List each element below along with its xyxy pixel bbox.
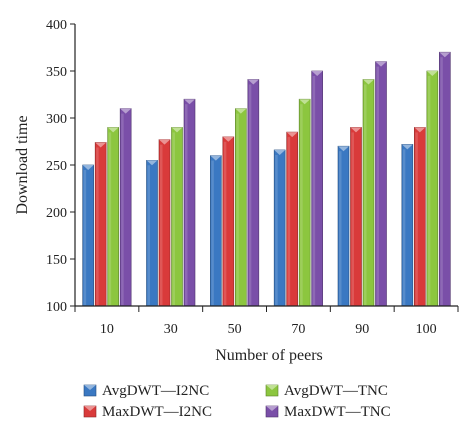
bar-cap xyxy=(401,144,413,150)
bar-highlight xyxy=(402,149,406,305)
bar-highlight xyxy=(121,113,124,305)
bar-highlight xyxy=(427,76,431,305)
y-tick-label: 200 xyxy=(46,206,67,221)
bar-cap xyxy=(363,79,374,85)
bar-highlight xyxy=(211,160,214,305)
bar-highlight xyxy=(275,154,278,305)
bar-highlight xyxy=(364,84,367,306)
bar-cap xyxy=(107,127,119,133)
bar-highlight xyxy=(108,132,112,305)
bar-cap xyxy=(274,149,286,155)
bar-cap xyxy=(120,108,132,114)
bar-highlight xyxy=(248,84,252,306)
legend-label: AvgDWT—TNC xyxy=(284,383,388,399)
bar-cap xyxy=(184,99,195,105)
bar-cap xyxy=(210,155,222,161)
y-tick-label: 150 xyxy=(46,253,67,268)
y-tick-label: 400 xyxy=(46,18,67,33)
y-axis-ticks: 100 150 200 250 300 350 400 xyxy=(46,18,75,315)
legend: AvgDWT—I2NC AvgDWT—TNC MaxDWT—I2NC MaxDWT—T… xyxy=(83,383,391,420)
legend-swatch-cap xyxy=(84,385,96,390)
bar-highlight xyxy=(160,144,163,305)
plot-frame xyxy=(74,24,458,307)
bar-cap xyxy=(426,71,438,76)
bar-cap xyxy=(222,136,234,142)
bar-cap xyxy=(146,160,158,166)
bar-highlight xyxy=(236,113,239,305)
bar-highlight xyxy=(287,137,291,305)
bar-cap xyxy=(235,108,247,114)
legend-label: MaxDWT—TNC xyxy=(284,404,391,420)
bar-highlight xyxy=(440,57,443,306)
bar-cap xyxy=(311,71,323,76)
x-tick-label: 90 xyxy=(355,322,369,337)
bar-highlight xyxy=(185,104,188,305)
bar-highlight xyxy=(172,132,175,305)
x-tick-label: 30 xyxy=(164,322,178,337)
x-tick-label: 100 xyxy=(416,322,437,337)
bar-cap xyxy=(95,142,107,148)
bar-highlight xyxy=(223,141,227,305)
bar-highlight xyxy=(415,132,418,305)
bar-cap xyxy=(299,99,311,105)
legend-label: MaxDWT—I2NC xyxy=(102,404,212,420)
x-tick-label: 50 xyxy=(228,322,242,337)
x-axis-ticks: 10 30 50 70 90 100 xyxy=(74,306,459,337)
bar-cap xyxy=(286,132,298,138)
legend-swatch-cap xyxy=(84,406,96,411)
legend-swatch-cap xyxy=(266,385,278,390)
x-tick-label: 10 xyxy=(100,322,114,337)
bar-cap xyxy=(414,127,426,133)
bar-highlight xyxy=(147,165,150,305)
y-tick-label: 300 xyxy=(46,112,67,127)
legend-label: AvgDWT—I2NC xyxy=(102,383,209,399)
bar-highlight xyxy=(96,147,99,305)
bar-cap xyxy=(171,127,183,133)
y-axis-title: Download time xyxy=(14,115,31,214)
bar-highlight xyxy=(351,132,354,305)
y-tick-label: 350 xyxy=(46,65,67,80)
bar-highlight xyxy=(312,76,316,305)
bar-cap xyxy=(247,79,259,85)
bar-cap xyxy=(375,61,387,67)
bar-highlight xyxy=(376,66,379,305)
bars xyxy=(82,51,451,307)
bar-cap xyxy=(338,146,349,152)
bar-cap xyxy=(350,127,362,133)
x-axis-title: Number of peers xyxy=(215,347,323,364)
bar-highlight xyxy=(339,151,342,305)
legend-swatch-cap xyxy=(266,406,278,411)
bar-cap xyxy=(439,52,451,58)
bar-highlight xyxy=(83,170,87,305)
bar-highlight xyxy=(300,104,303,305)
bar-cap xyxy=(159,139,170,145)
x-tick-label: 70 xyxy=(291,322,305,337)
y-tick-label: 100 xyxy=(46,300,67,315)
y-tick-label: 250 xyxy=(46,159,67,174)
bar-cap xyxy=(82,165,94,170)
